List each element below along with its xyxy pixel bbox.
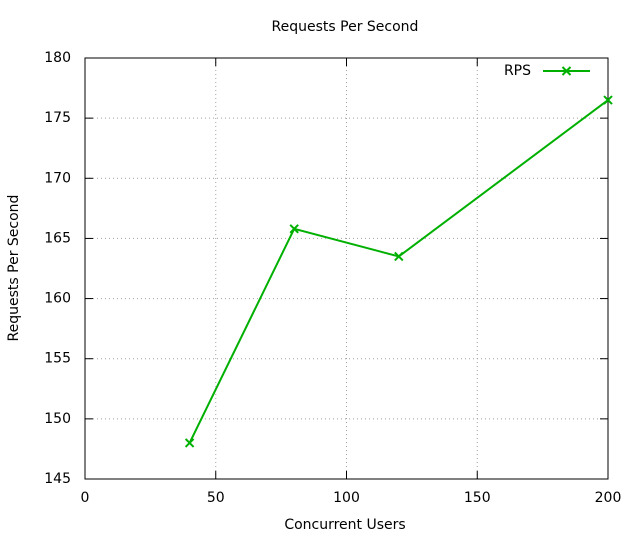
line <box>188 99 609 444</box>
y-tick-label: 155 <box>44 351 71 367</box>
plot-border <box>84 57 609 480</box>
x-tick-label: 100 <box>333 490 360 506</box>
y-tick-label: 180 <box>44 50 71 66</box>
marker <box>603 95 613 105</box>
y-axis-label: Requests Per Second <box>6 195 22 342</box>
marker <box>184 438 195 448</box>
x-tick-label: 200 <box>595 490 622 506</box>
x-tick-label: 0 <box>81 490 90 506</box>
marker <box>394 251 404 262</box>
legend-label: RPS <box>504 63 531 79</box>
y-tick-label: 170 <box>44 170 71 186</box>
chart-title: Requests Per Second <box>272 19 419 35</box>
x-axis-label: Concurrent Users <box>284 517 405 533</box>
y-tick-label: 175 <box>44 110 71 126</box>
marker <box>289 224 299 234</box>
y-tick-label: 165 <box>44 230 71 246</box>
y-tick-label: 160 <box>44 291 71 307</box>
legend-marker <box>561 66 572 76</box>
x-tick-label: 50 <box>207 490 225 506</box>
y-tick-label: 150 <box>44 411 71 427</box>
y-tick-label: 145 <box>44 471 71 487</box>
x-tick-label: 150 <box>464 490 491 506</box>
